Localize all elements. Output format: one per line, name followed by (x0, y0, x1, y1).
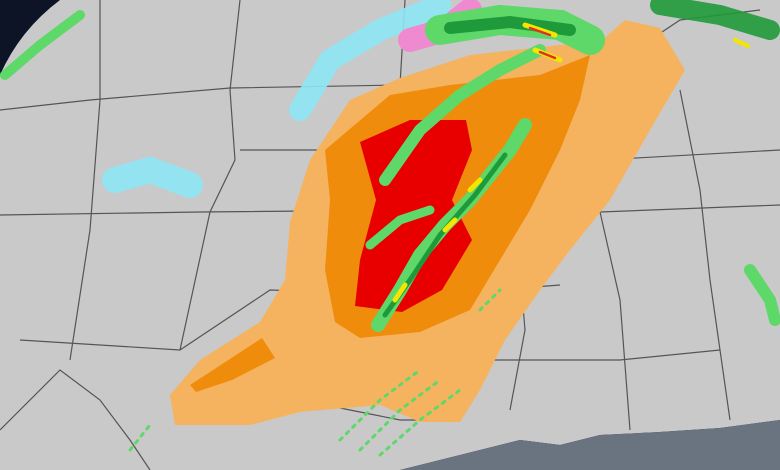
radar-severe-cells (528, 26, 557, 60)
radar-northeast (650, 0, 780, 40)
radar-line-north (379, 44, 546, 186)
radar-northeast-heavy (733, 38, 750, 48)
radar-southeast (744, 264, 780, 326)
snow-band-north (289, 0, 451, 121)
gulf-water (400, 420, 780, 470)
radar-northwest (0, 10, 85, 80)
radar-line-west (365, 205, 435, 250)
radar-scattered-south (128, 288, 502, 457)
risk-enhanced-area-southwest (190, 338, 275, 392)
snow-area-west (102, 156, 203, 198)
radar (0, 0, 780, 457)
radar-cluster-top-core (444, 15, 576, 36)
